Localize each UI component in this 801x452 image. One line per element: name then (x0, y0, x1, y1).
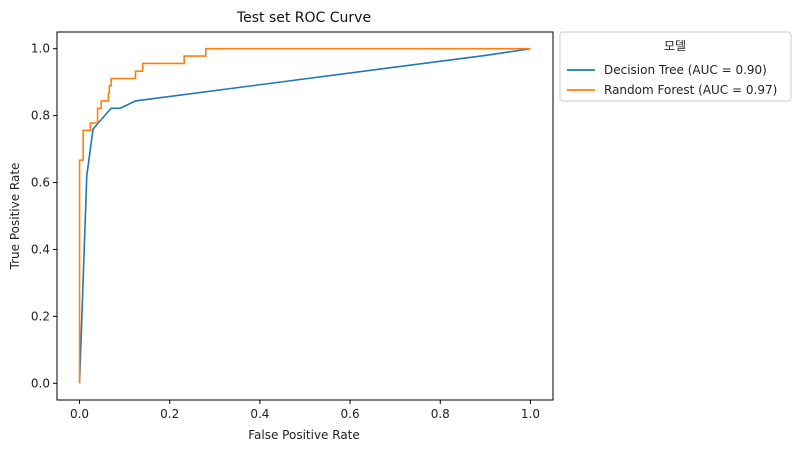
legend: 모델 Decision Tree (AUC = 0.90) Random Fore… (559, 31, 792, 102)
y-tick-label: 0.6 (31, 176, 50, 190)
x-tick-label: 1.0 (521, 407, 540, 421)
y-axis: 0.0 0.2 0.4 0.6 0.8 1.0 (31, 42, 57, 390)
y-axis-label: True Positive Rate (8, 163, 22, 271)
x-tick-label: 0.4 (250, 407, 269, 421)
y-tick-label: 0.2 (31, 309, 50, 323)
x-axis-label: False Positive Rate (248, 428, 360, 442)
plot-frame (56, 31, 554, 401)
x-tick-label: 0.6 (341, 407, 360, 421)
legend-box (559, 31, 792, 102)
y-tick-label: 0.0 (31, 376, 50, 390)
x-axis: 0.0 0.2 0.4 0.6 0.8 1.0 (70, 400, 540, 421)
y-tick-label: 0.8 (31, 109, 50, 123)
x-tick-label: 0.0 (70, 407, 89, 421)
legend-label: Decision Tree (AUC = 0.90) (604, 63, 767, 77)
legend-title: 모델 (664, 39, 686, 53)
x-tick-label: 0.8 (431, 407, 450, 421)
plot-area (78, 47, 531, 384)
series-line-decision-tree (78, 47, 531, 384)
y-tick-label: 1.0 (31, 42, 50, 56)
legend-label: Random Forest (AUC = 0.97) (604, 83, 777, 97)
chart-title: Test set ROC Curve (236, 10, 371, 26)
x-tick-label: 0.2 (160, 407, 179, 421)
series-line-random-forest (78, 47, 531, 384)
y-tick-label: 0.4 (31, 242, 50, 256)
